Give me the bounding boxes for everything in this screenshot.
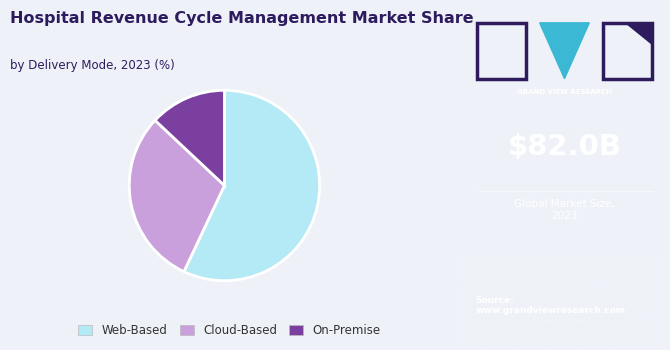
Polygon shape [626, 23, 653, 44]
Bar [603, 23, 653, 79]
Polygon shape [539, 23, 590, 79]
Wedge shape [155, 90, 224, 186]
Text: $82.0B: $82.0B [507, 133, 622, 161]
Text: Hospital Revenue Cycle Management Market Share: Hospital Revenue Cycle Management Market… [10, 10, 474, 26]
Text: by Delivery Mode, 2023 (%): by Delivery Mode, 2023 (%) [10, 60, 175, 72]
Text: Source:
www.grandviewresearch.com: Source: www.grandviewresearch.com [476, 296, 626, 315]
Text: GRAND VIEW RESEARCH: GRAND VIEW RESEARCH [517, 89, 612, 95]
Legend: Web-Based, Cloud-Based, On-Premise: Web-Based, Cloud-Based, On-Premise [75, 321, 384, 341]
Text: Global Market Size,
2023: Global Market Size, 2023 [514, 199, 615, 221]
Wedge shape [129, 120, 224, 272]
Wedge shape [184, 90, 320, 281]
Bar [476, 23, 527, 79]
